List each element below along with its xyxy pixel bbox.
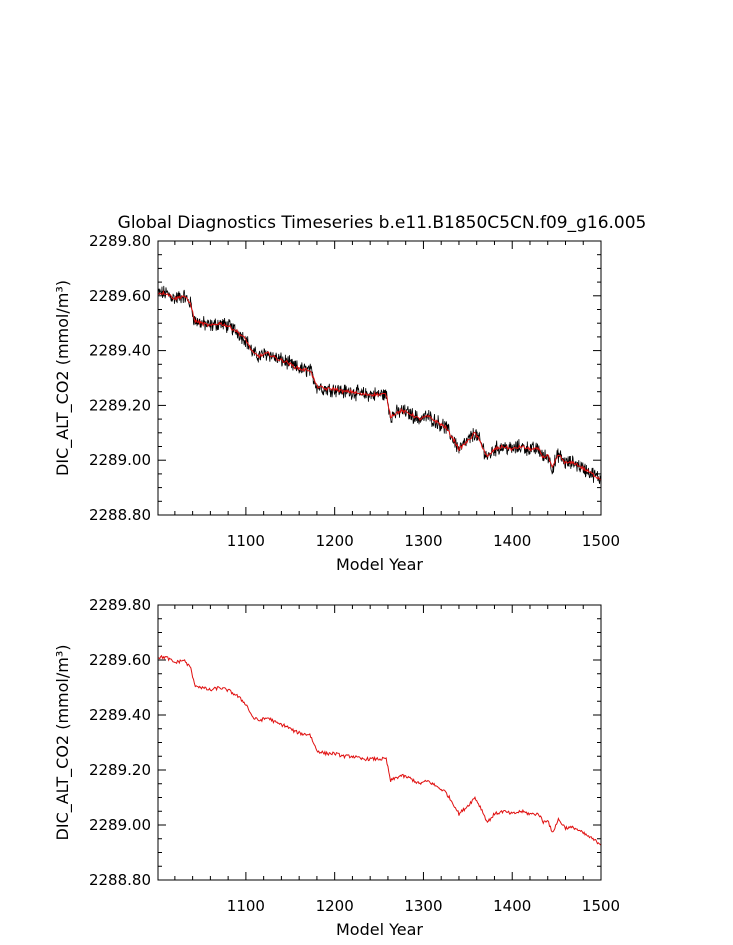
bottom-chart-panel: 2288.80 2289.00 2289.20 2289.40 2289.60 2289.… [53, 596, 620, 939]
y-tick-label: 2288.80 [89, 871, 151, 889]
x-tick-label: 1500 [582, 532, 620, 550]
x-tick-label: 1100 [227, 532, 265, 550]
x-tick-label: 1400 [493, 897, 531, 915]
y-tick-label: 2289.80 [89, 596, 151, 614]
top-chart-panel: 2288.80 2289.00 2289.20 2289.40 2289.60 2289.… [53, 232, 620, 574]
y-tick-label: 2289.60 [89, 651, 151, 669]
y-tick-label: 2289.40 [89, 706, 151, 724]
x-tick-label: 1100 [227, 897, 265, 915]
raw-series-line [157, 285, 602, 485]
y-tick-label: 2289.40 [89, 342, 151, 360]
x-tick-label: 1300 [404, 897, 442, 915]
smoothed-series-line [157, 654, 602, 846]
x-tick-label: 1200 [316, 532, 354, 550]
y-axis-title: DIC_ALT_CO2 (mmol/m³) [53, 645, 73, 841]
x-tick-label: 1300 [404, 532, 442, 550]
x-tick-label: 1400 [493, 532, 531, 550]
y-tick-label: 2289.00 [89, 451, 151, 469]
plot-frame [157, 604, 602, 881]
x-axis-title: Model Year [336, 920, 423, 939]
y-tick-label: 2289.00 [89, 816, 151, 834]
y-axis-title: DIC_ALT_CO2 (mmol/m³) [53, 280, 73, 476]
x-tick-label: 1500 [582, 897, 620, 915]
y-tick-label: 2289.80 [89, 232, 151, 250]
plot-frame [157, 240, 602, 516]
y-tick-label: 2288.80 [89, 506, 151, 524]
smoothed-series-line [157, 290, 602, 481]
y-tick-label: 2289.20 [89, 761, 151, 779]
y-tick-label: 2289.60 [89, 287, 151, 305]
main-title: Global Diagnostics Timeseries b.e11.B185… [118, 213, 647, 233]
x-tick-label: 1200 [316, 897, 354, 915]
x-axis-title: Model Year [336, 555, 423, 574]
y-tick-label: 2289.20 [89, 396, 151, 414]
